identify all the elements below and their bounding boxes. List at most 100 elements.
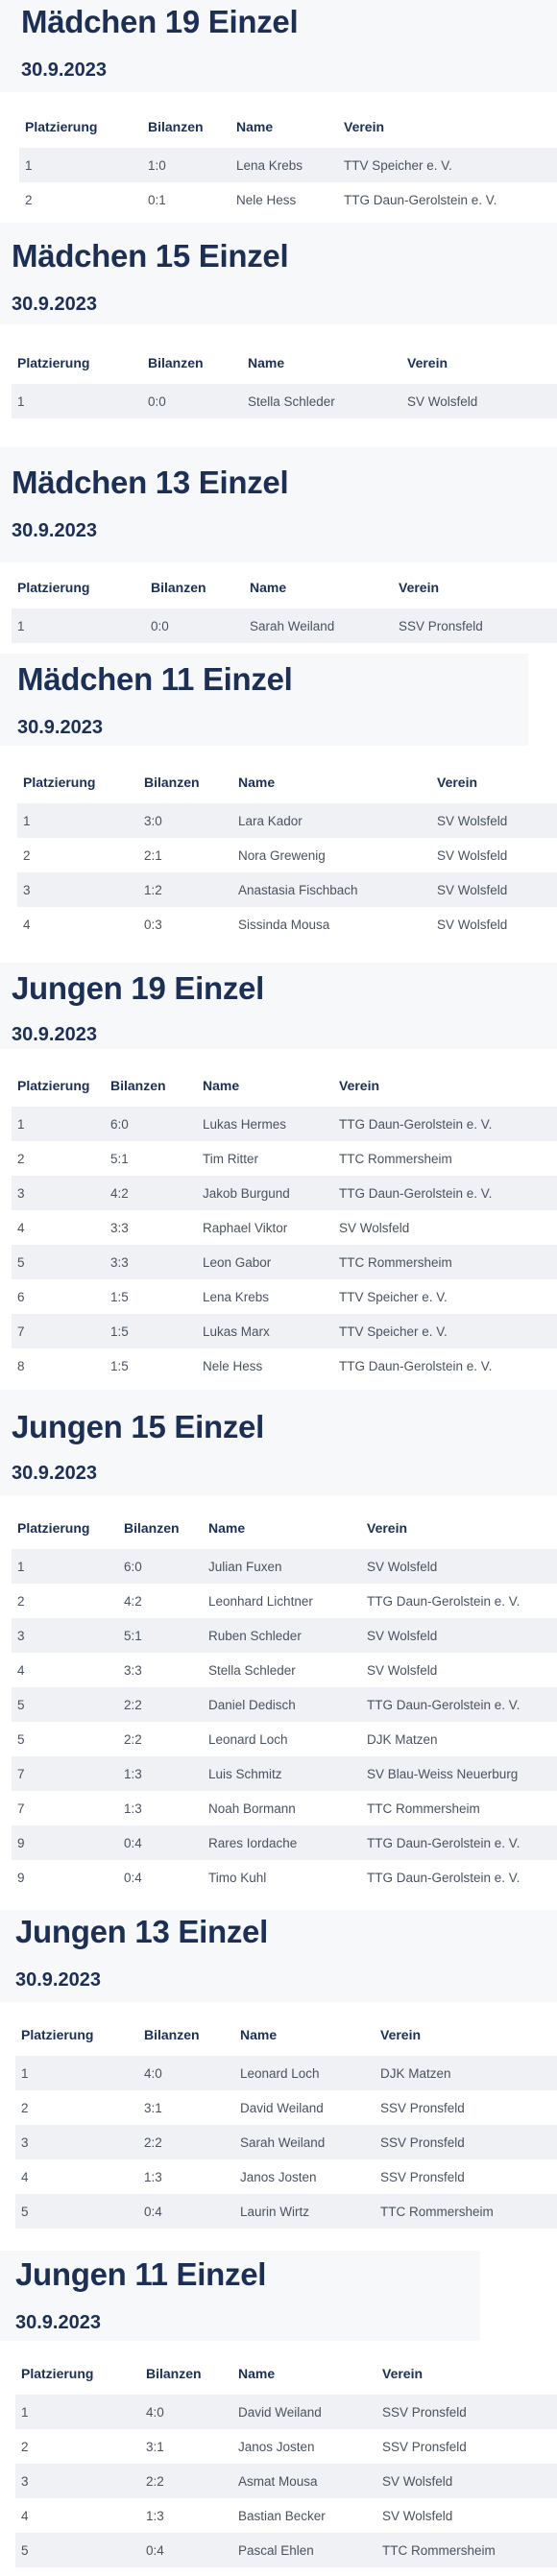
placement-cell: 3 (15, 2125, 138, 2159)
table-row: 3 2:2 Asmat Mousa SV Wolsfeld (15, 2464, 557, 2498)
club-cell: TTC Rommersheim (339, 1151, 452, 1166)
results-table: Platzierung Bilanzen Name Verein 1 0:0 Sarah W… (12, 566, 557, 643)
table-header-row: Platzierung Bilanzen Name Verein (19, 106, 557, 148)
balance-cell: 2:2 (138, 2125, 234, 2159)
club-cell: TTC Rommersheim (367, 1801, 480, 1816)
placement-cell: 2 (25, 192, 33, 207)
section-header: Jungen 19 Einzel 30.9.2023 (0, 963, 557, 1049)
table-header-row: Platzierung Bilanzen Name Verein (17, 761, 557, 803)
table-row: 5 2:2 Leonard Loch DJK Matzen (12, 1722, 557, 1756)
name-cell: Lukas Hermes (197, 1107, 333, 1141)
section-title: Mädchen 11 Einzel (17, 661, 293, 697)
club-cell: TTV Speicher e. V. (333, 1314, 557, 1348)
placement-cell: 4 (23, 917, 31, 932)
table-row: 1 0:0 Stella Schleder SV Wolsfeld (12, 384, 557, 418)
section-date: 30.9.2023 (17, 717, 103, 738)
balance-cell: 1:3 (124, 1801, 142, 1816)
club-cell: DJK Matzen (375, 2056, 557, 2090)
results-table: Platzierung Bilanzen Name Verein 1 1:0 Lena Kr… (19, 106, 557, 217)
section-date: 30.9.2023 (12, 294, 97, 315)
column-header-balance: Bilanzen (144, 2027, 200, 2042)
balance-cell: 1:5 (105, 1314, 197, 1348)
results-table: Platzierung Bilanzen Name Verein 1 4:0 Leonard… (15, 2014, 557, 2229)
placement-cell: 4 (21, 2169, 29, 2184)
table-row: 5 2:2 Daniel Dedisch TTG Daun-Gerolstein e.… (12, 1687, 557, 1722)
table-header-row: Platzierung Bilanzen Name Verein (12, 566, 557, 608)
column-header-placement: Platzierung (21, 2027, 94, 2042)
placement-cell: 5 (15, 2533, 140, 2567)
placement-cell: 3 (15, 2464, 140, 2498)
placement-cell: 4 (17, 1662, 25, 1678)
placement-cell: 5 (12, 1245, 105, 1279)
placement-cell: 9 (12, 1825, 118, 1860)
name-cell: Timo Kuhl (208, 1870, 267, 1885)
placement-cell: 1 (17, 803, 138, 838)
balance-cell: 4:2 (105, 1176, 197, 1210)
name-cell: Lara Kador (232, 803, 431, 838)
table-row: 4 3:3 Raphael Viktor SV Wolsfeld (12, 1210, 557, 1245)
placement-cell: 3 (12, 1176, 105, 1210)
column-header-balance: Bilanzen (148, 355, 204, 370)
balance-cell: 3:3 (105, 1245, 197, 1279)
table-row: 5 0:4 Pascal Ehlen TTC Rommersheim (15, 2533, 557, 2567)
column-header-placement: Platzierung (25, 119, 98, 134)
table-row: 1 3:0 Lara Kador SV Wolsfeld (17, 803, 557, 838)
name-cell: Ruben Schleder (203, 1618, 361, 1653)
placement-cell: 1 (15, 2395, 140, 2429)
placement-cell: 3 (12, 1618, 118, 1653)
name-cell: Lukas Marx (197, 1314, 333, 1348)
column-header-name: Name (240, 2027, 278, 2042)
name-cell: Rares Iordache (203, 1825, 361, 1860)
club-cell: TTC Rommersheim (375, 2194, 557, 2229)
name-cell: Sarah Weiland (244, 608, 393, 643)
table-header-row: Platzierung Bilanzen Name Verein (15, 2352, 557, 2395)
balance-cell: 0:4 (138, 2194, 234, 2229)
club-cell: SV Wolsfeld (437, 917, 508, 932)
placement-cell: 4 (17, 1220, 25, 1235)
column-header-name: Name (203, 1078, 240, 1093)
name-cell: Bastian Becker (238, 2508, 326, 2523)
balance-cell: 1:5 (110, 1289, 129, 1304)
table-header-row: Platzierung Bilanzen Name Verein (12, 342, 557, 384)
club-cell: TTG Daun-Gerolstein e. V. (344, 192, 497, 207)
column-header-balance: Bilanzen (151, 580, 206, 595)
placement-cell: 7 (17, 1801, 25, 1816)
name-cell: Leonard Loch (234, 2056, 375, 2090)
name-cell: Janos Josten (238, 2439, 315, 2454)
placement-cell: 9 (17, 1870, 25, 1885)
section-title: Mädchen 15 Einzel (12, 238, 289, 274)
name-cell: Nele Hess (203, 1358, 263, 1373)
placement-cell: 1 (19, 148, 142, 182)
club-cell: TTG Daun-Gerolstein e. V. (367, 1870, 521, 1885)
name-cell: David Weiland (232, 2395, 376, 2429)
placement-cell: 6 (17, 1289, 25, 1304)
balance-cell: 0:4 (140, 2533, 232, 2567)
balance-cell: 4:2 (124, 1593, 142, 1609)
section-header: Mädchen 15 Einzel 30.9.2023 (0, 223, 557, 324)
placement-cell: 5 (17, 1731, 25, 1747)
name-cell: Tim Ritter (203, 1151, 258, 1166)
placement-cell: 2 (23, 847, 31, 863)
name-cell: Nele Hess (236, 192, 297, 207)
balance-cell: 4:0 (140, 2395, 232, 2429)
name-cell: Janos Josten (240, 2169, 317, 2184)
club-cell: SV Wolsfeld (376, 2464, 557, 2498)
placement-cell: 7 (12, 1756, 118, 1791)
placement-cell: 8 (17, 1358, 25, 1373)
club-cell: TTC Rommersheim (376, 2533, 557, 2567)
table-row: 5 3:3 Leon Gabor TTC Rommersheim (12, 1245, 557, 1279)
name-cell: Daniel Dedisch (203, 1687, 361, 1722)
placement-cell: 3 (17, 872, 138, 907)
section-header: Mädchen 11 Einzel 30.9.2023 (0, 654, 528, 746)
section-date: 30.9.2023 (15, 2312, 101, 2333)
column-header-balance: Bilanzen (110, 1078, 166, 1093)
results-table: Platzierung Bilanzen Name Verein 1 6:0 Julian … (12, 1507, 557, 1895)
section-header: Jungen 11 Einzel 30.9.2023 (0, 2251, 480, 2341)
section-title: Jungen 13 Einzel (15, 1914, 268, 1949)
table-header-row: Platzierung Bilanzen Name Verein (12, 1064, 557, 1107)
club-cell: SV Wolsfeld (361, 1618, 557, 1653)
placement-cell: 1 (12, 1107, 105, 1141)
club-cell: SV Wolsfeld (431, 872, 557, 907)
club-cell: TTG Daun-Gerolstein e. V. (333, 1176, 557, 1210)
